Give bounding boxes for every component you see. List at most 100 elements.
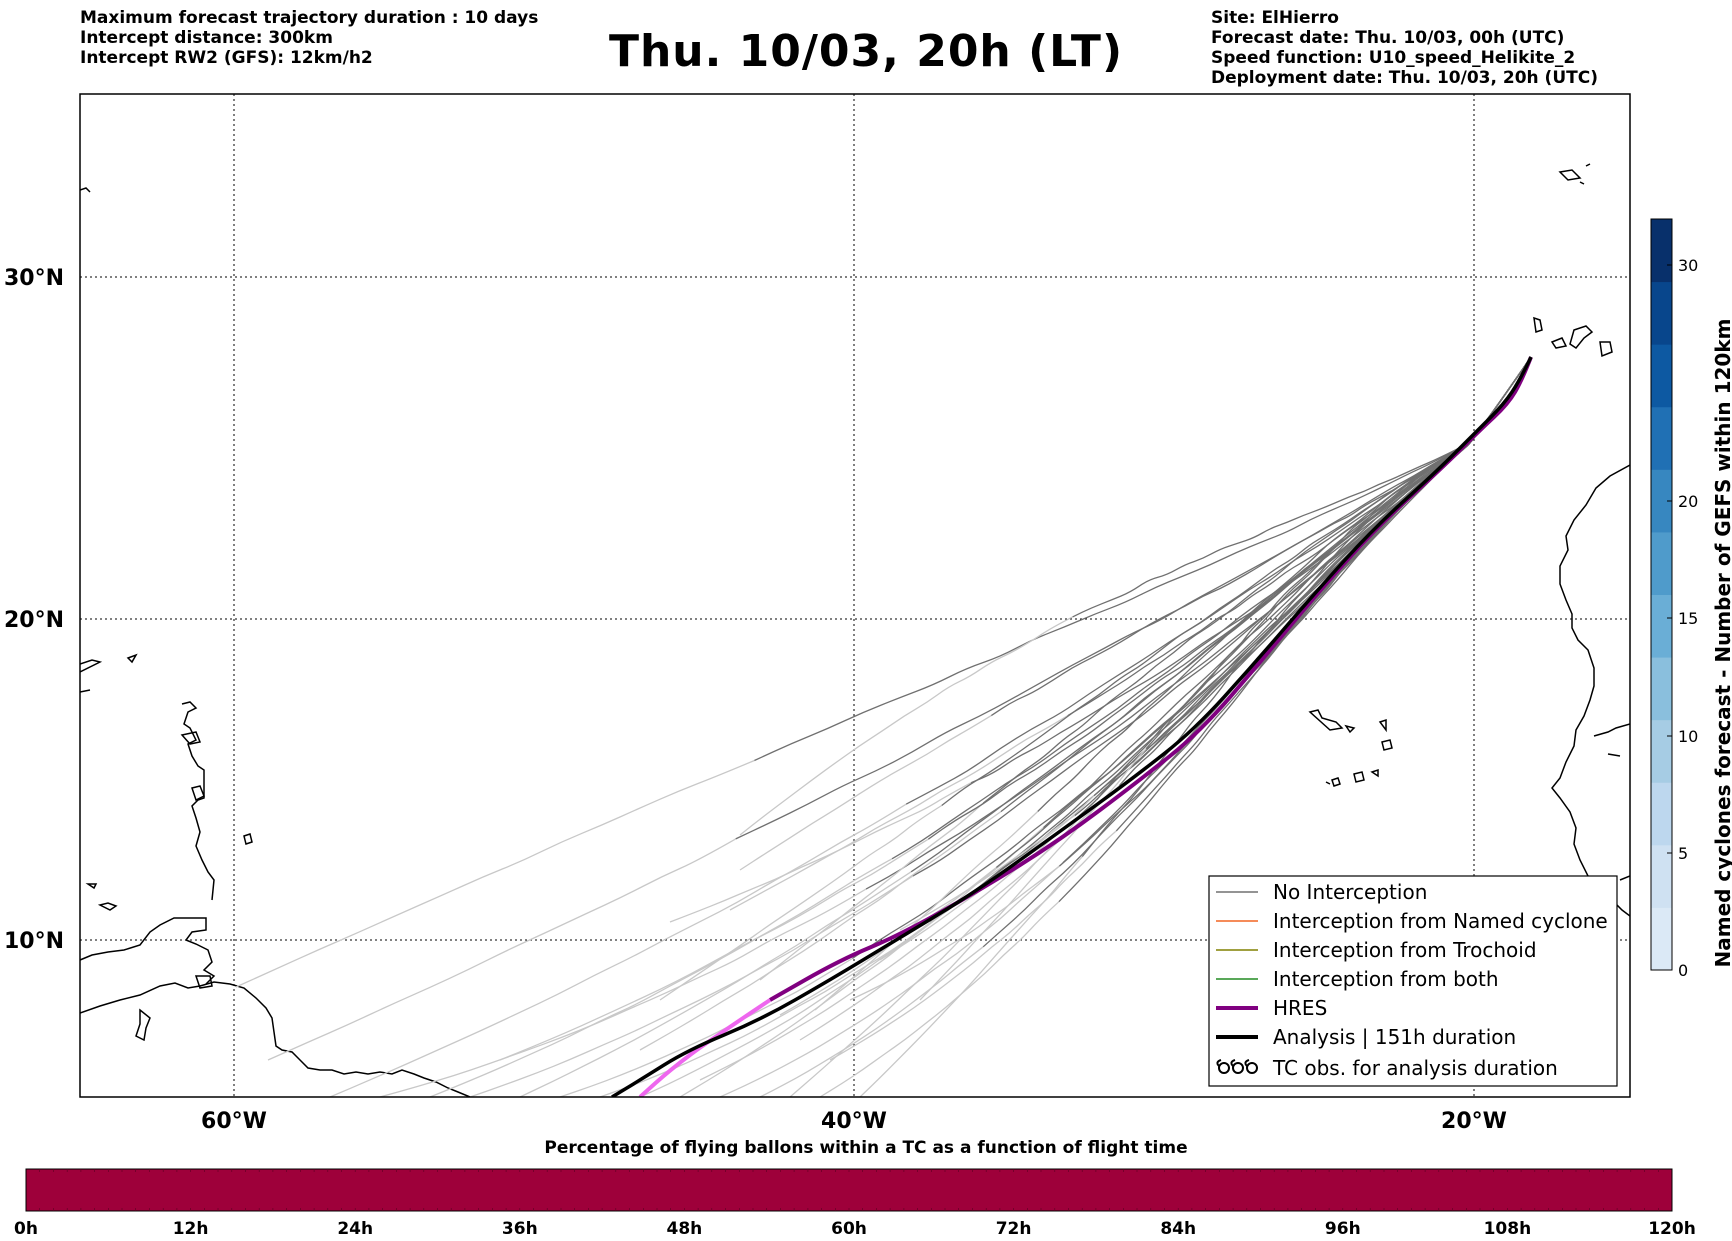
ensemble-trajectory-late (899, 815, 1076, 931)
time-bar-tick-label: 0h (14, 1219, 38, 1239)
time-bar-tick-label: 60h (831, 1219, 867, 1239)
hres-trajectory-late (638, 998, 772, 1097)
ensemble-trajectory (1072, 356, 1532, 618)
small-island-2 (126, 653, 138, 664)
ensemble-trajectory-late (739, 616, 1073, 836)
ensemble-trajectory-late (235, 759, 755, 988)
ensemble-trajectory (982, 356, 1532, 804)
ensemble-trajectory (1037, 356, 1532, 812)
ensemble-trajectory (995, 356, 1532, 869)
martinique (191, 785, 205, 802)
ensemble-trajectory-late (699, 836, 1054, 1081)
coastlines (80, 163, 1630, 1097)
colorbar-swatch (1651, 344, 1672, 408)
time-bar-caption: Percentage of flying ballons within a TC… (544, 1138, 1188, 1158)
ensemble-trajectory-late (859, 856, 1083, 1097)
colorbar-tick-label: 15 (1678, 609, 1698, 628)
intercept-distance-text: Intercept distance: 300km (80, 28, 333, 48)
header-left-info: Maximum forecast trajectory duration : 1… (80, 8, 538, 68)
map-frame (79, 93, 1631, 1098)
ensemble-trajectory (1000, 356, 1532, 813)
legend-both-label: Interception from both (1273, 967, 1499, 991)
madeira-2 (1585, 163, 1591, 167)
legend-box (1208, 875, 1618, 1087)
colorbar-swatch (1651, 531, 1672, 595)
ensemble-trajectory-late (659, 804, 943, 1001)
time-bar-tick-label: 72h (996, 1219, 1032, 1239)
colorbar-swatch (1651, 907, 1672, 971)
colorbar-tick-label: 5 (1678, 844, 1688, 863)
puerto-rico-side (80, 187, 91, 193)
ensemble-trajectory-late (729, 715, 1069, 911)
ensemble-trajectory-late (469, 875, 914, 1097)
ensemble-trajectory-late (814, 811, 1039, 1011)
lon-label-40w: 40°W (821, 1109, 887, 1134)
colorbar: 0 5 10 15 20 30 (1650, 218, 1698, 980)
madeira (1558, 169, 1585, 185)
ensemble-trajectory (927, 356, 1532, 840)
ensemble-trajectory-late (759, 946, 984, 1097)
ensemble-trajectory-late (639, 904, 954, 1097)
ensemble-trajectory-late (759, 802, 984, 981)
trajectory-layer (235, 356, 1533, 1097)
time-bar-fill (25, 1168, 1673, 1212)
time-bar-tick-label: 12h (173, 1219, 209, 1239)
speed-function-text: Speed function: U10_speed_Helikite_2 (1211, 48, 1576, 68)
time-bar-tick-label: 84h (1160, 1219, 1196, 1239)
time-bar-tick-label: 96h (1325, 1219, 1361, 1239)
lat-label-20n: 20°N (4, 608, 64, 633)
ensemble-trajectory-late (849, 865, 1060, 1001)
cape-verde-3 (1378, 718, 1387, 733)
time-bar-tick-label: 48h (667, 1219, 703, 1239)
canary-2 (1550, 337, 1568, 349)
canary-3 (1569, 325, 1594, 350)
ensemble-trajectory-late (329, 803, 907, 1097)
colorbar-swatch (1651, 469, 1672, 533)
map-legend: No Interception Interception from Named … (1208, 875, 1618, 1087)
small-island-1 (243, 833, 253, 845)
legend-hres-label: HRES (1273, 996, 1327, 1020)
canary-4 (1599, 341, 1613, 358)
legend-analysis-label: Analysis | 151h duration (1273, 1025, 1516, 1049)
colorbar-tick-label: 20 (1678, 492, 1698, 511)
intercept-rw2-text: Intercept RW2 (GFS): 12km/h2 (80, 48, 373, 68)
lon-label-60w: 60°W (201, 1109, 267, 1134)
main-title: Thu. 10/03, 20h (LT) (0, 26, 1732, 77)
margarita-island (97, 902, 118, 911)
ensemble-trajectory (754, 356, 1532, 762)
legend-tc-obs-label: TC obs. for analysis duration (1272, 1056, 1558, 1080)
site-text: Site: ElHierro (1211, 8, 1339, 28)
ensemble-trajectory (1058, 356, 1532, 867)
lat-label-30n: 30°N (4, 266, 64, 291)
colorbar-swatch (1651, 844, 1672, 908)
cape-verde-6 (1325, 768, 1379, 785)
legend-named-cyclone-label: Interception from Named cyclone (1273, 909, 1608, 933)
colorbar-swatch (1651, 719, 1672, 783)
lat-label-10n: 10°N (4, 929, 64, 954)
ensemble-trajectory-late (819, 901, 1060, 1097)
colorbar-swatch (1651, 406, 1672, 470)
ensemble-trajectory-late (829, 830, 1117, 1061)
colorbar-swatch (1651, 281, 1672, 345)
guadeloupe (180, 731, 202, 745)
ensemble-trajectory (735, 356, 1532, 840)
caribbean-coast (80, 917, 216, 985)
colorbar-swatch (1651, 657, 1672, 721)
max-duration-text: Maximum forecast trajectory duration : 1… (80, 8, 539, 28)
ensemble-trajectory-late (739, 715, 992, 871)
ensemble-trajectory-late (499, 838, 929, 1061)
colorbar-tick-label: 0 (1678, 961, 1688, 980)
ensemble-trajectory-late (429, 858, 893, 1097)
cape-verde-1 (1308, 709, 1344, 731)
africa-coast (1551, 464, 1630, 917)
forecast-date-text: Forecast date: Thu. 10/03, 00h (UTC) (1211, 28, 1565, 48)
colorbar-label: Named cyclones forecast - Number of GEFS… (1711, 319, 1732, 968)
legend-trochoid-label: Interception from Trochoid (1273, 938, 1537, 962)
ensemble-trajectory-late (919, 748, 1147, 1001)
legend-cyclone-symbols-icon (1216, 1059, 1258, 1074)
ensemble-trajectory (1067, 356, 1532, 717)
colorbar-swatch (1651, 219, 1672, 283)
time-bar: 0h 12h 24h 36h 48h 60h 72h 84h 96h 108h 120h (14, 1168, 1696, 1239)
trinidad (194, 975, 213, 989)
